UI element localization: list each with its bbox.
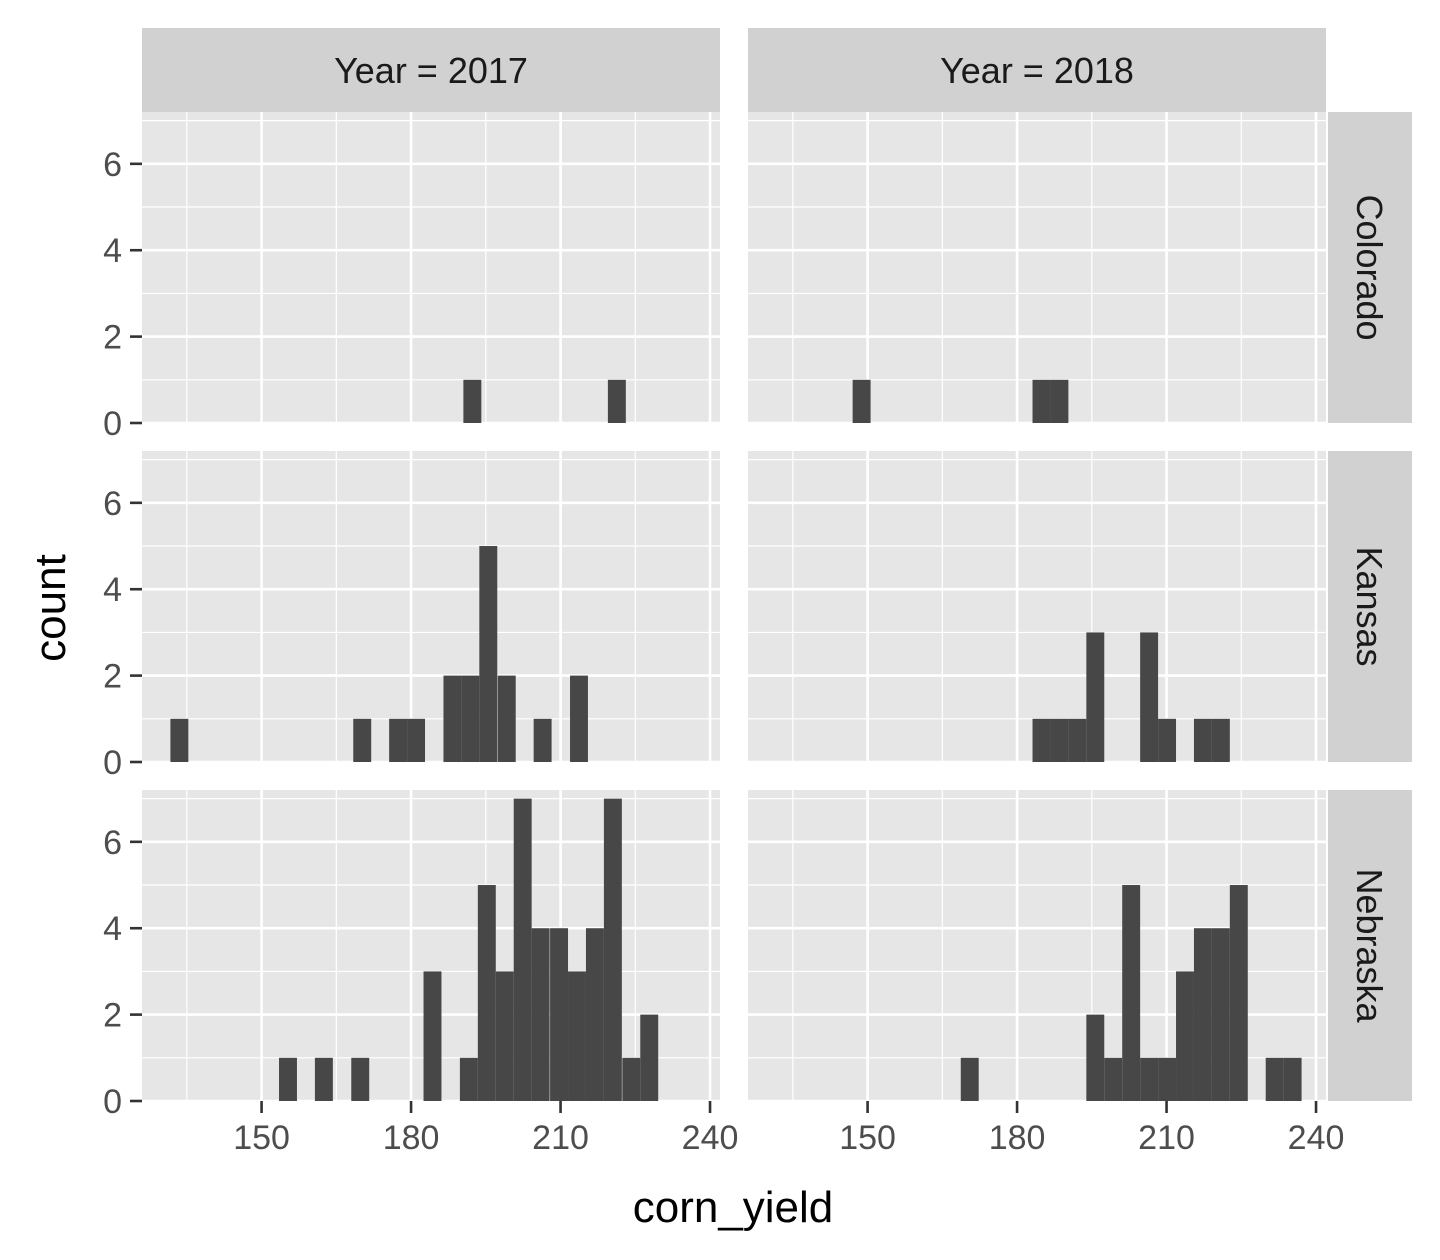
- histogram-bar: [852, 379, 871, 423]
- x-tick-label: 150: [839, 1119, 896, 1157]
- histogram-bar: [1086, 1014, 1105, 1101]
- row-strip-colorado: [1328, 112, 1412, 423]
- row-strip-label: Kansas: [1349, 546, 1390, 666]
- column-strip-2018: [748, 28, 1326, 112]
- histogram-bar: [1158, 718, 1177, 762]
- histogram-bar: [640, 1014, 659, 1101]
- panel-colorado-2017: [142, 112, 720, 425]
- panel-background: [142, 451, 720, 762]
- row-strip-nebraska: [1328, 790, 1412, 1101]
- histogram-bar: [570, 675, 588, 762]
- strip-layer: Year = 2017 Year = 2018 Colorado Kansas Nebr…: [142, 28, 1412, 1101]
- y-tick-label: 4: [103, 571, 122, 609]
- histogram-bar: [533, 718, 552, 762]
- histogram-bar: [1122, 885, 1141, 1101]
- panel-background: [748, 112, 1326, 423]
- y-tick-label: 2: [103, 319, 122, 357]
- y-tick-label: 2: [103, 658, 122, 696]
- histogram-bar: [1193, 928, 1212, 1101]
- histogram-bar: [1032, 379, 1051, 423]
- histogram-bar: [960, 1057, 979, 1101]
- y-tick-label: 0: [103, 1083, 122, 1121]
- histogram-bar: [170, 718, 189, 762]
- y-tick-label: 6: [103, 824, 122, 862]
- histogram-bar: [1229, 885, 1248, 1101]
- column-strip-2017: [142, 28, 720, 112]
- histogram-bar: [1176, 971, 1194, 1101]
- histogram-bar: [351, 1057, 370, 1101]
- x-tick-label: 210: [1138, 1119, 1195, 1157]
- x-tick-label: 150: [233, 1119, 290, 1157]
- histogram-bar: [1211, 928, 1230, 1101]
- row-strip-kansas: [1328, 451, 1412, 762]
- histogram-bar: [353, 718, 372, 762]
- histogram-bar: [1283, 1057, 1302, 1101]
- histogram-bar: [443, 675, 462, 762]
- histogram-bar: [585, 928, 604, 1101]
- histogram-bar: [423, 971, 442, 1101]
- panel-kansas-2017: [142, 451, 720, 764]
- axis-layer: 0 2 4 6 0 2 4 6 0 2 4 6 150 180 210 240 150 180 210 240: [103, 146, 1344, 1157]
- histogram-bar: [461, 675, 480, 762]
- histogram-bar: [1193, 718, 1212, 762]
- panel-nebraska-2017: [142, 790, 720, 1103]
- histogram-bar: [477, 885, 496, 1101]
- y-tick-label: 6: [103, 485, 122, 523]
- panel-nebraska-2018: [748, 790, 1326, 1103]
- histogram-bar: [1050, 379, 1069, 423]
- histogram-bar: [463, 379, 482, 423]
- y-tick-label: 2: [103, 997, 122, 1035]
- y-tick-label: 4: [103, 232, 122, 270]
- histogram-bar: [622, 1057, 641, 1101]
- histogram-bar: [495, 971, 514, 1101]
- histogram-bar: [1104, 1057, 1123, 1101]
- histogram-bar: [1158, 1057, 1177, 1101]
- histogram-bar: [513, 798, 532, 1101]
- histogram-bar: [607, 379, 626, 423]
- y-tick-label: 0: [103, 405, 122, 443]
- x-tick-label: 240: [1288, 1119, 1345, 1157]
- histogram-bar: [1032, 718, 1051, 762]
- x-axis-title: corn_yield: [633, 1183, 834, 1232]
- histogram-bar: [497, 675, 516, 762]
- x-tick-label: 240: [682, 1119, 739, 1157]
- histogram-bar: [1265, 1057, 1284, 1101]
- histogram-bar: [407, 718, 426, 762]
- panel-background: [748, 451, 1326, 762]
- x-tick-label: 180: [989, 1119, 1046, 1157]
- histogram-bar: [1086, 632, 1105, 762]
- y-tick-label: 6: [103, 146, 122, 184]
- histogram-bar: [603, 798, 622, 1101]
- histogram-bar: [479, 546, 498, 762]
- column-strip-label: Year = 2018: [940, 50, 1134, 91]
- histogram-bar: [1068, 718, 1087, 762]
- panel-colorado-2018: [748, 112, 1326, 425]
- histogram-bar: [314, 1057, 333, 1101]
- panel-kansas-2018: [748, 451, 1326, 764]
- row-strip-label: Colorado: [1349, 194, 1390, 340]
- column-strip-label: Year = 2017: [334, 50, 528, 91]
- histogram-bar: [1211, 718, 1230, 762]
- y-tick-label: 4: [103, 910, 122, 948]
- y-tick-label: 0: [103, 744, 122, 782]
- row-strip-label: Nebraska: [1349, 868, 1390, 1023]
- histogram-bar: [1050, 718, 1069, 762]
- panel-background: [142, 112, 720, 423]
- histogram-bar: [550, 928, 569, 1101]
- histogram-bar: [568, 971, 586, 1101]
- histogram-bar: [389, 718, 408, 762]
- histogram-bar: [1140, 632, 1159, 762]
- y-axis-title: count: [26, 554, 75, 662]
- histogram-bar: [279, 1057, 297, 1101]
- histogram-bar: [459, 1057, 478, 1101]
- x-tick-label: 180: [383, 1119, 440, 1157]
- histogram-bar: [1140, 1057, 1159, 1101]
- x-tick-label: 210: [532, 1119, 589, 1157]
- panel-layer: [142, 112, 1326, 1103]
- histogram-bar: [531, 928, 550, 1101]
